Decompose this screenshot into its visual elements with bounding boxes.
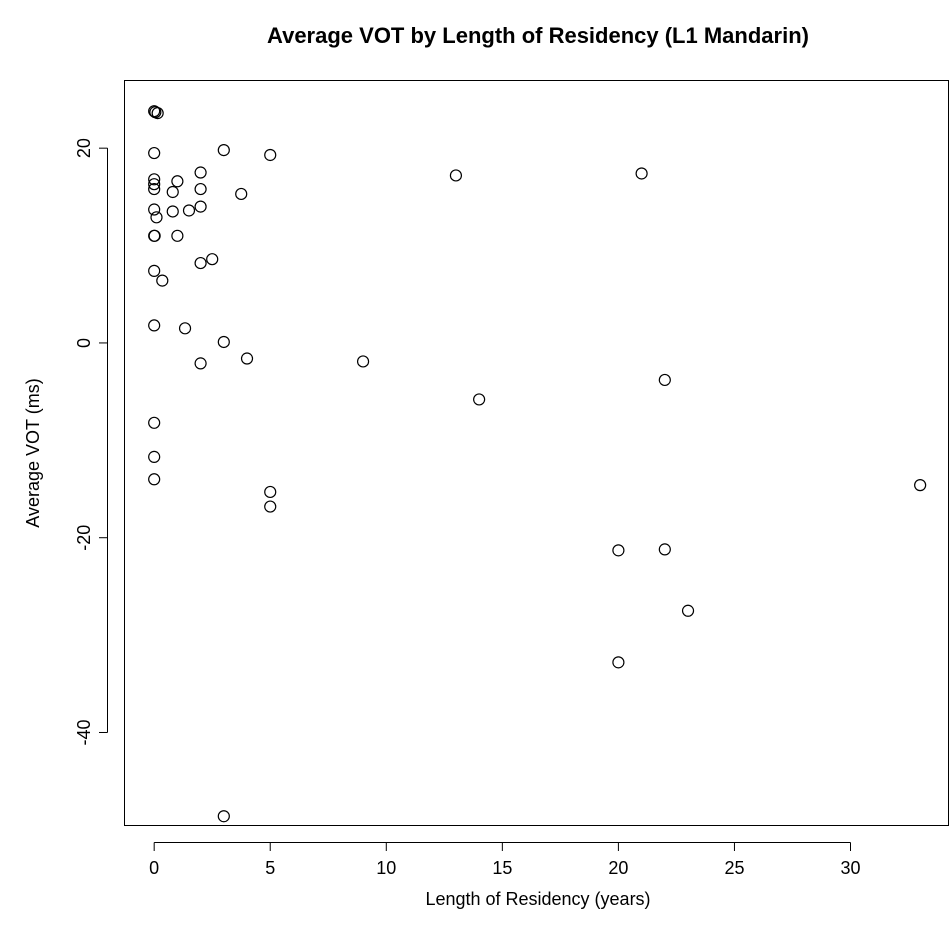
data-point (148, 450, 161, 463)
y-tick-label: 20 (74, 138, 94, 158)
y-axis: -40 -20 0 20 (74, 138, 108, 745)
data-point (148, 173, 161, 186)
data-point (240, 352, 254, 365)
data-point (148, 319, 161, 332)
data-point (194, 357, 207, 370)
plot-area-frame (124, 80, 949, 826)
data-point (473, 393, 486, 406)
x-tick-label: 15 (492, 858, 512, 878)
data-point (148, 146, 161, 160)
data-point (356, 355, 370, 368)
data-point (264, 500, 277, 513)
data-point (166, 185, 179, 199)
x-tick-label: 30 (840, 858, 860, 878)
x-tick-label: 25 (724, 858, 744, 878)
data-point (156, 274, 169, 287)
data-point (148, 416, 161, 429)
data-point (206, 253, 219, 266)
chart-title: Average VOT by Length of Residency (L1 M… (267, 23, 809, 48)
data-point (171, 229, 184, 242)
data-point (612, 544, 625, 557)
data-points (148, 105, 927, 823)
data-point (151, 107, 164, 120)
data-point (681, 604, 695, 617)
data-point (217, 335, 230, 349)
data-point (148, 264, 161, 277)
x-axis-label: Length of Residency (years) (425, 889, 650, 909)
data-point (658, 373, 671, 387)
x-axis: 0 5 10 15 20 25 30 (149, 842, 861, 878)
data-point (264, 485, 277, 499)
y-axis-label: Average VOT (ms) (23, 378, 43, 527)
data-point (217, 144, 230, 157)
data-point (148, 203, 161, 216)
data-point (635, 167, 648, 180)
data-point (171, 175, 184, 188)
x-tick-label: 10 (376, 858, 396, 878)
data-point (148, 229, 161, 242)
y-tick-label: -40 (74, 719, 94, 745)
data-point (449, 169, 463, 182)
data-point (235, 187, 248, 201)
data-point (148, 182, 161, 196)
x-tick-label: 5 (265, 858, 275, 878)
data-point (178, 322, 192, 335)
data-point (150, 211, 163, 224)
data-point (194, 200, 207, 213)
data-point (148, 473, 161, 486)
x-tick-label: 0 (149, 858, 159, 878)
x-tick-label: 20 (608, 858, 628, 878)
data-point (148, 178, 161, 191)
y-tick-label: -20 (74, 525, 94, 551)
data-point (166, 205, 179, 218)
data-point (217, 810, 230, 823)
data-point (182, 204, 196, 217)
data-point (658, 543, 671, 556)
data-point (914, 479, 927, 492)
data-point (612, 656, 625, 669)
data-point (194, 182, 207, 196)
data-point (194, 166, 207, 179)
y-tick-label: 0 (74, 338, 94, 348)
data-point (194, 256, 207, 270)
data-point (264, 148, 277, 162)
